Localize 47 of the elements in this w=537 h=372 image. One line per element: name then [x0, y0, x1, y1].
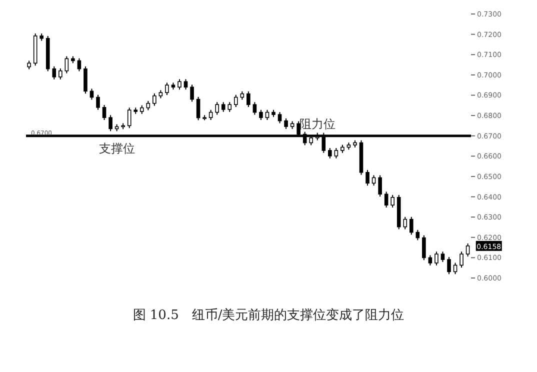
candlestick — [152, 92, 156, 106]
candlestick — [246, 90, 250, 108]
candlestick — [221, 102, 226, 112]
candlestick — [278, 112, 282, 124]
candlestick — [127, 107, 132, 129]
candlestick — [372, 174, 376, 186]
candlestick — [252, 102, 257, 116]
candlestick — [378, 174, 382, 198]
candlestick — [384, 191, 388, 208]
candlestick — [447, 256, 451, 275]
candlestick — [190, 84, 194, 102]
candlestick — [52, 66, 56, 80]
candlestick — [146, 100, 150, 111]
candlestick — [334, 148, 338, 159]
candlestick — [259, 109, 263, 121]
candlestick — [416, 229, 420, 241]
candlestick — [84, 66, 88, 94]
candlestick — [165, 82, 169, 96]
candlestick — [403, 216, 408, 230]
candlestick — [428, 254, 432, 266]
candlestick — [96, 94, 100, 110]
candlestick — [215, 102, 219, 116]
candlestick — [328, 148, 332, 159]
annotation: 支撑位 — [98, 141, 135, 156]
candlestick — [284, 118, 288, 130]
candlestick — [228, 102, 232, 112]
candlestick — [453, 262, 458, 275]
candlestick — [422, 234, 426, 261]
candlestick — [440, 251, 445, 262]
candlestick — [208, 109, 213, 121]
candlestick — [434, 251, 438, 266]
candlestick — [460, 251, 464, 268]
candlestick — [102, 104, 106, 121]
candlestick — [466, 242, 470, 257]
candlestick — [108, 114, 112, 132]
candlestick — [64, 56, 69, 74]
candlestick — [366, 169, 370, 186]
annotation: 阻力位 — [299, 116, 336, 131]
candlestick — [409, 216, 414, 236]
candlestick — [178, 78, 182, 90]
candlestick — [390, 194, 394, 208]
candlestick — [234, 94, 238, 108]
candlestick — [184, 78, 188, 90]
candlestick — [265, 109, 270, 121]
text: 图 10.5 纽币/美元前期的支撑位变成了阻力位 — [132, 307, 406, 324]
candlestick — [58, 68, 62, 80]
candlestick — [196, 96, 200, 121]
